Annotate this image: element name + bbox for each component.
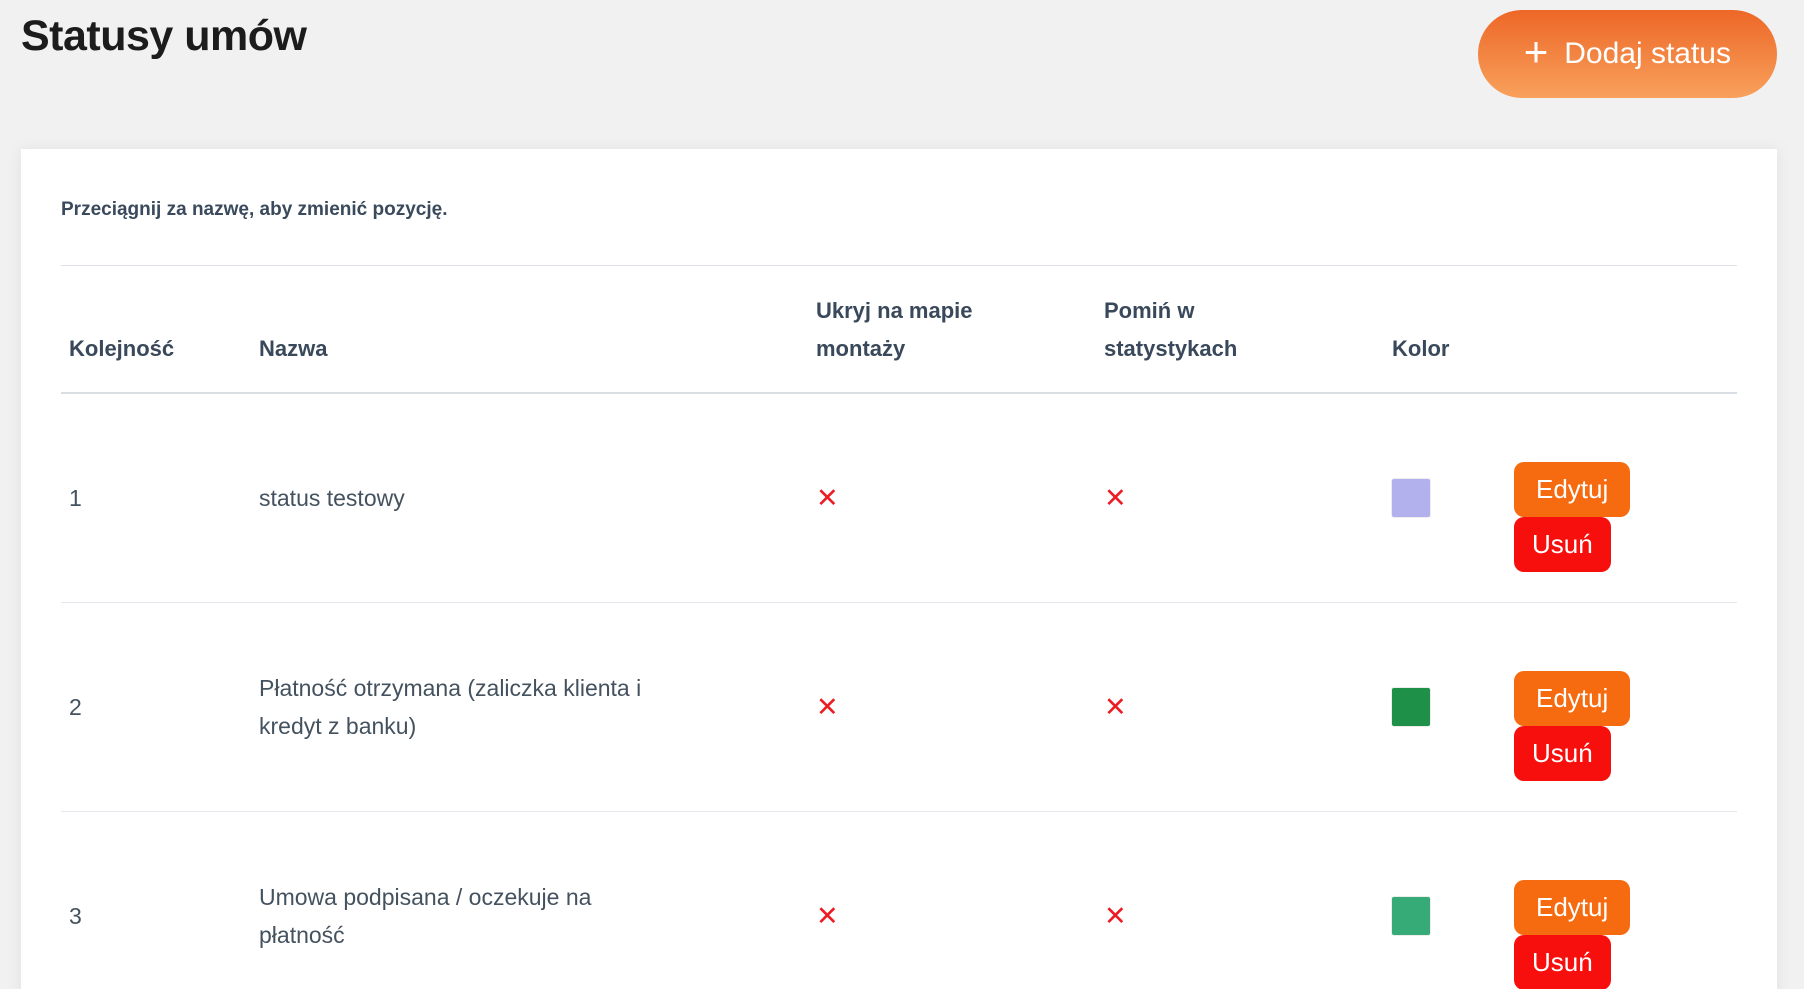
x-mark-icon: ✕ [1104, 482, 1127, 513]
edit-button[interactable]: Edytuj [1514, 880, 1631, 935]
statuses-card: Przeciągnij za nazwę, aby zmienić pozycj… [21, 149, 1777, 989]
column-header-skip-in-stats: Pomiń w statystykach [1096, 265, 1384, 394]
color-swatch [1392, 897, 1430, 935]
table-header-row: Kolejność Nazwa Ukryj na mapie montaży P… [61, 265, 1737, 394]
drag-hint-text: Przeciągnij za nazwę, aby zmienić pozycj… [61, 199, 448, 220]
order-cell: 1 [61, 393, 251, 603]
edit-button[interactable]: Edytuj [1514, 462, 1631, 517]
column-header-name: Nazwa [251, 265, 808, 394]
delete-button[interactable]: Usuń [1514, 726, 1611, 781]
table-row: 1 status testowy ✕ ✕ Edytuj Usuń [61, 393, 1737, 603]
color-swatch [1392, 479, 1430, 517]
x-mark-icon: ✕ [816, 691, 839, 722]
page-header: Statusy umów + Dodaj status [0, 0, 1804, 149]
table-row: 2 Płatność otrzymana (zaliczka klienta i… [61, 602, 1737, 812]
name-cell-drag-handle[interactable]: status testowy [251, 393, 808, 603]
order-cell: 2 [61, 602, 251, 812]
edit-button[interactable]: Edytuj [1514, 671, 1631, 726]
add-status-button-label: Dodaj status [1564, 37, 1731, 70]
add-status-button[interactable]: + Dodaj status [1477, 10, 1777, 98]
column-header-order: Kolejność [61, 265, 251, 394]
page-title: Statusy umów [21, 12, 307, 60]
x-mark-icon: ✕ [1104, 691, 1127, 722]
table-row: 3 Umowa podpisana / oczekuje na płatność… [61, 811, 1737, 989]
column-header-hide-on-map: Ukryj na mapie montaży [808, 265, 1096, 394]
plus-icon: + [1523, 28, 1549, 75]
color-swatch [1392, 688, 1430, 726]
column-header-color: Kolor [1384, 265, 1506, 394]
name-cell-drag-handle[interactable]: Płatność otrzymana (zaliczka klienta i k… [251, 602, 808, 812]
order-cell: 3 [61, 811, 251, 989]
x-mark-icon: ✕ [816, 482, 839, 513]
statuses-table: Kolejność Nazwa Ukryj na mapie montaży P… [61, 265, 1737, 989]
x-mark-icon: ✕ [816, 900, 839, 931]
x-mark-icon: ✕ [1104, 900, 1127, 931]
column-header-actions [1506, 265, 1737, 394]
delete-button[interactable]: Usuń [1514, 935, 1611, 989]
delete-button[interactable]: Usuń [1514, 517, 1611, 572]
name-cell-drag-handle[interactable]: Umowa podpisana / oczekuje na płatność [251, 811, 808, 989]
